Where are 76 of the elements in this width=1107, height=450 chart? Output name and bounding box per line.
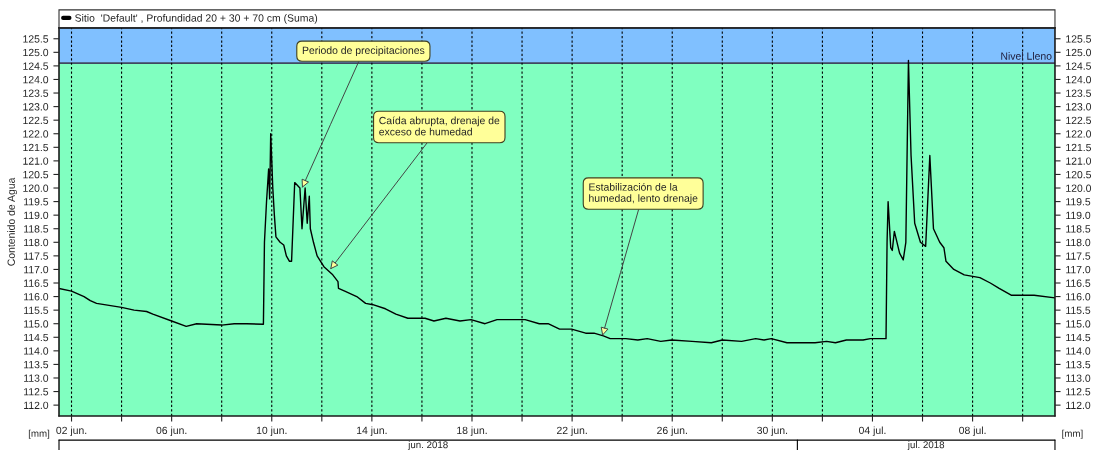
y2-tick-label: 112.5 [1066,388,1091,396]
y-tick-label: 114.5 [24,333,49,342]
y2-tick-label: 115.0 [1066,320,1091,328]
y2-tick-label: 125.0 [1066,48,1092,57]
x-tick-label: 30 jun. [757,426,788,437]
y-tick-label: 125.5 [23,35,49,43]
x-tick-label: 06 jun. [156,426,187,437]
y-tick-label: 114.0 [24,347,49,355]
y-tick-label: 112.0 [24,401,49,409]
y2-tick-label: 122.5 [1066,116,1092,125]
x-tick-label: 08 jul. [959,426,986,437]
y-tick-label: 113.0 [24,374,49,382]
y2-tick-label: 123.5 [1066,89,1092,97]
x-tick-label: 26 jun. [657,426,687,437]
text: jun. 2018 [407,441,448,450]
x-tick-label: 10 jun. [256,426,287,437]
ref-line-label: Nivel Lleno [1001,52,1052,60]
y2-tick-label: 121.0 [1066,157,1092,165]
y-tick-label: 119.0 [24,211,49,220]
y-tick-label: 123.0 [23,103,49,111]
y2-tick-label: 115.5 [1066,306,1091,315]
y-tick-label: 124.0 [23,75,49,84]
x-tick-label: 02 jun. [56,426,87,437]
y2-tick-label: 114.0 [1066,347,1091,355]
y2-tick-label: 114.5 [1066,333,1091,342]
y-tick-label: 118.0 [24,238,49,247]
y2-tick-label: 116.0 [1066,293,1091,301]
x-tick-label: 14 jun. [357,426,387,437]
y-tick-label: 120.5 [23,170,49,179]
x-tick-label: 18 jun. [457,426,487,437]
y2-tick-label: 117.5 [1066,252,1091,260]
y-tick-label: 125.0 [23,48,49,57]
x-tick-label: 04 jul. [858,426,886,437]
text: [mm] [1062,429,1083,439]
y2-tick-label: 119.0 [1066,211,1091,220]
y-tick-label: 115.0 [24,320,49,328]
y2-tick-label: 120.5 [1066,170,1092,179]
y-tick-label: 121.0 [23,157,49,165]
y-tick-label: 119.5 [24,198,49,206]
y2-tick-label: 120.0 [1066,184,1092,192]
y-tick-label: 121.5 [23,143,49,152]
y-tick-label: 116.0 [24,293,49,301]
y-axis-title: Contenido de Agua [7,177,17,266]
y2-tick-label: 119.5 [1066,198,1091,206]
legend-label: Sitio 'Default' , Profundidad 20 + 30 + 70 cm (Suma) [75,14,318,24]
annotation: Periodo de precipitaciones [302,46,425,57]
y2-tick-label: 121.5 [1066,143,1092,152]
y2-tick-label: 122.0 [1066,130,1092,138]
y2-tick-label: 118.5 [1066,225,1091,233]
y-tick-label: 117.0 [24,265,49,274]
y-tick-label: 116.5 [24,279,49,287]
y2-tick-label: 123.0 [1066,103,1092,111]
y2-tick-label: 118.0 [1066,238,1091,247]
y-tick-label: 124.5 [23,62,49,70]
y-tick-label: 113.5 [24,360,49,369]
x-tick-label: 22 jun. [557,426,587,437]
y-tick-label: 115.5 [24,306,49,315]
y2-tick-label: 124.5 [1066,62,1092,70]
text: [mm] [28,429,50,439]
annotation: Caída abrupta, drenaje de exceso de humedad [379,116,500,136]
annotation: Estabilización de la humedad, lento drenaje [589,182,698,204]
y2-tick-label: 113.0 [1066,374,1091,382]
y-tick-label: 123.5 [23,89,49,97]
y-tick-label: 122.5 [23,116,49,125]
y2-tick-label: 112.0 [1066,401,1091,409]
y2-tick-label: 116.5 [1066,279,1091,287]
y2-tick-label: 125.5 [1066,35,1092,43]
y-tick-label: 117.5 [24,252,49,260]
y2-tick-label: 117.0 [1066,265,1091,274]
text: jul. 2018 [907,441,945,450]
y2-tick-label: 124.0 [1066,75,1092,84]
y-tick-label: 112.5 [24,388,49,396]
y-tick-label: 118.5 [24,225,49,233]
y-tick-label: 120.0 [23,184,49,192]
y2-tick-label: 113.5 [1066,360,1091,369]
y-tick-label: 122.0 [23,130,49,138]
